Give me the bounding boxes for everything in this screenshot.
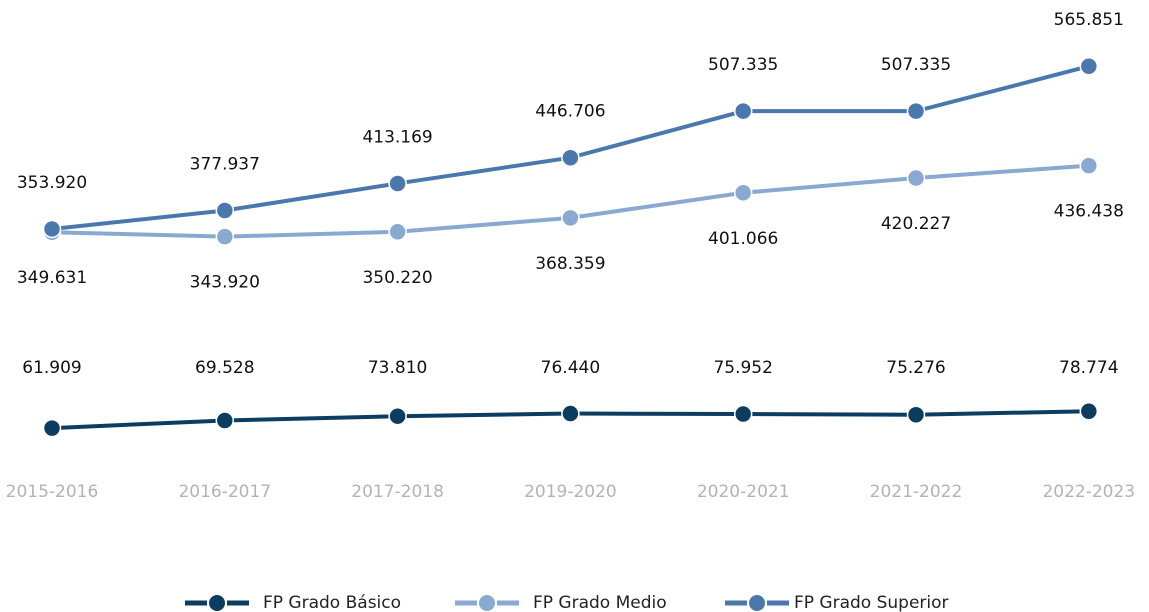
legend-label: FP Grado Básico — [263, 593, 401, 612]
x-tick-label: 2015-2016 — [6, 482, 99, 502]
data-point — [1079, 156, 1099, 175]
legend-label: FP Grado Medio — [533, 593, 667, 612]
data-label: 78.774 — [1059, 358, 1118, 378]
x-tick-label: 2021-2022 — [870, 482, 963, 502]
data-point — [215, 411, 235, 430]
data-label: 565.851 — [1054, 10, 1124, 30]
data-label: 401.066 — [708, 229, 778, 249]
data-label: 368.359 — [535, 254, 605, 274]
data-label: 350.220 — [362, 268, 432, 288]
data-point — [906, 405, 926, 424]
data-label: 75.952 — [713, 358, 772, 378]
data-point — [215, 201, 235, 220]
data-point — [906, 101, 926, 121]
data-point — [1079, 56, 1099, 76]
data-point — [561, 148, 580, 167]
data-label: 420.227 — [881, 214, 951, 234]
data-label: 343.920 — [190, 273, 260, 293]
data-point — [561, 404, 580, 423]
data-label: 349.631 — [17, 268, 87, 288]
x-tick-label: 2016-2017 — [178, 482, 271, 502]
data-point — [215, 227, 235, 246]
data-label: 61.909 — [22, 358, 81, 378]
data-label: 353.920 — [17, 173, 87, 193]
data-point — [733, 101, 753, 121]
legend-label: FP Grado Superior — [794, 593, 949, 612]
data-label: 507.335 — [708, 55, 778, 75]
data-point — [42, 219, 62, 239]
legend-swatch-marker — [209, 595, 225, 611]
x-tick-label: 2019-2020 — [524, 482, 617, 502]
data-label: 75.276 — [886, 358, 945, 378]
legend-swatch-marker — [749, 595, 765, 611]
x-tick-label: 2020-2021 — [697, 482, 790, 502]
data-label: 507.335 — [881, 55, 951, 75]
data-label: 69.528 — [195, 358, 254, 378]
data-label: 73.810 — [368, 358, 427, 378]
series-line — [51, 64, 1090, 231]
data-point — [1079, 401, 1099, 421]
data-label: 377.937 — [190, 155, 260, 175]
data-point — [733, 183, 753, 203]
data-point — [388, 174, 407, 193]
data-label: 413.169 — [362, 127, 432, 147]
data-point — [733, 404, 753, 424]
x-tick-label: 2022-2023 — [1042, 482, 1135, 502]
data-point — [561, 208, 580, 228]
data-label: 76.440 — [541, 358, 600, 378]
legend-swatch-marker — [479, 595, 495, 611]
data-point — [388, 222, 407, 242]
data-point — [42, 418, 62, 438]
data-label: 446.706 — [535, 102, 605, 122]
data-label: 436.438 — [1054, 202, 1124, 222]
data-point — [388, 406, 407, 426]
x-tick-label: 2017-2018 — [351, 482, 444, 502]
data-point — [906, 168, 926, 188]
